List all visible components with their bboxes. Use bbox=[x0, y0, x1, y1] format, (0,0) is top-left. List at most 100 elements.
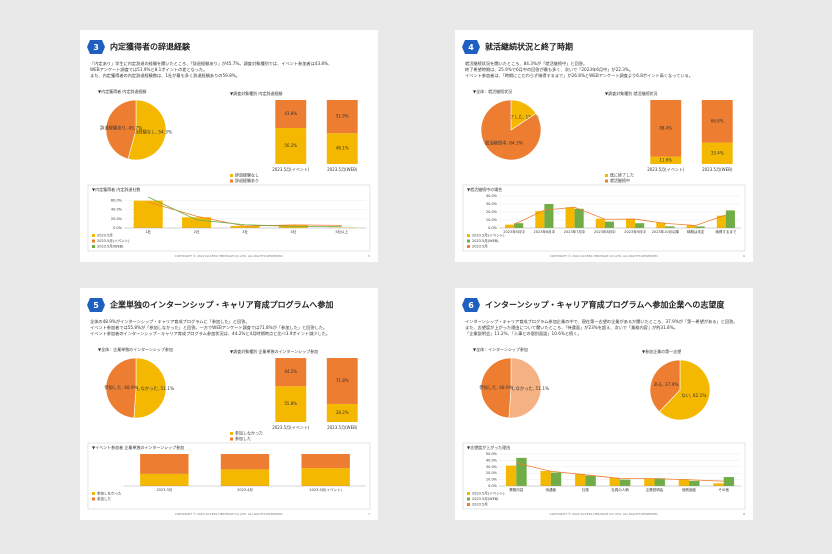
body-text: イベント参加者では55.8%が「参加しなかった」と回答。一方でWEBアンケート調… bbox=[90, 324, 327, 331]
stack-bar bbox=[650, 156, 682, 164]
slide-title: 企業単独のインターンシップ・キャリア育成プログラムへ参加 bbox=[109, 300, 333, 310]
pie-label: ない, 62.1% bbox=[681, 392, 706, 399]
legend-swatch bbox=[467, 497, 470, 501]
bar bbox=[575, 474, 586, 486]
pie-label: ある, 37.9% bbox=[654, 382, 679, 388]
y-tick-label: 20.0% bbox=[486, 210, 498, 214]
bar bbox=[505, 224, 515, 228]
bar bbox=[140, 454, 189, 474]
legend-label: 参加しなかった bbox=[97, 491, 122, 496]
legend-swatch bbox=[92, 239, 95, 243]
legend-swatch bbox=[230, 432, 233, 435]
category-label: 2023.5月(WEB) bbox=[327, 425, 358, 430]
slide: 3 内定獲得者の辞退経験「内定あり」学生に内定辞退の経験を聞いたところ、「辞退経験… bbox=[80, 30, 378, 262]
y-tick-label: 10.0% bbox=[486, 218, 498, 222]
bar bbox=[574, 208, 584, 228]
bar bbox=[514, 223, 524, 228]
bar bbox=[656, 222, 666, 228]
category-label: 2023年9月中 bbox=[624, 229, 646, 234]
stack-bar bbox=[326, 133, 358, 164]
pie-label: 辞退経験あり, 45.7% bbox=[100, 124, 142, 131]
bar-value-label: 55.8% bbox=[284, 401, 297, 406]
footer: COPYRIGHT © 2022 ACCESS HERITAGE CO.,LTD… bbox=[550, 254, 659, 258]
body-text: 就活継続状況を聞いたところ、84.3%が「就活継続中」と回答。 bbox=[465, 60, 587, 67]
bar bbox=[716, 215, 726, 228]
pie-slice bbox=[480, 357, 512, 419]
slide-title: 内定獲得者の辞退経験 bbox=[110, 42, 191, 52]
category-label: 2社 bbox=[194, 229, 200, 234]
y-tick-label: 50.0% bbox=[486, 452, 498, 456]
slide-number: 4 bbox=[468, 43, 474, 52]
pie-slice bbox=[508, 357, 542, 419]
pie-caption: ▼全体：企業単独のインターンシップ参加 bbox=[98, 346, 173, 352]
category-label: 2023年6月中 bbox=[534, 229, 556, 234]
bar bbox=[220, 469, 270, 486]
category-label: 3社 bbox=[242, 229, 248, 234]
chart-caption: ▼イベント参加者 企業単独のインターンシップ参加 bbox=[92, 444, 184, 450]
category-label: 社風 bbox=[582, 487, 590, 492]
category-label: 2023年7月中 bbox=[564, 229, 586, 234]
legend-swatch bbox=[467, 492, 470, 495]
legend-swatch bbox=[92, 497, 95, 501]
category-label: 4社 bbox=[291, 229, 297, 234]
bar bbox=[654, 478, 665, 486]
bar bbox=[182, 217, 212, 228]
legend-label: 就活継続中 bbox=[610, 177, 630, 183]
chart-caption: ▼内定獲得者 内定辞退社数 bbox=[92, 186, 140, 192]
pie-label: 参加した, 48.9% bbox=[104, 384, 138, 391]
pie-label: 参加した, 48.9% bbox=[479, 384, 513, 391]
pie-caption: ▼参加企業の第一志望 bbox=[642, 348, 681, 354]
legend-label: 2023.5月(WEB) bbox=[97, 244, 124, 249]
bar bbox=[585, 475, 596, 486]
stack-caption: ▼調査対象種別 内定辞退経験 bbox=[230, 90, 282, 96]
bar bbox=[725, 210, 735, 228]
bar bbox=[713, 483, 724, 486]
body-text: イベント参加者は、「時期にこだわらず納得するまで」が26.8%とWEBアンケート… bbox=[465, 72, 693, 79]
line-series bbox=[148, 196, 342, 227]
bar bbox=[535, 211, 545, 228]
category-label: 2023.5月(イベント) bbox=[272, 425, 310, 430]
body-text: また、内定獲得者の内定辞退経験数は、1社が最も多く辞退経験ありの59.8%。 bbox=[90, 72, 240, 79]
legend-label: 2023.5月 bbox=[472, 244, 488, 249]
legend-label: 2023.5月 bbox=[97, 233, 113, 238]
pie-label: 参加しなかった, 51.1% bbox=[128, 385, 174, 392]
category-label: 業務内容 bbox=[509, 487, 523, 492]
legend-swatch bbox=[605, 174, 608, 177]
slide: 6 インターンシップ・キャリア育成プログラムへ参加企業への志望度インターンシップ・… bbox=[455, 288, 753, 520]
legend-label: 2023.5月 bbox=[472, 502, 488, 507]
body-text: また、志望度が上がった理由について聞いたところ、「待遇面」が23%を超え、次いで… bbox=[465, 324, 678, 331]
y-tick-label: 60.0% bbox=[111, 199, 123, 203]
bar bbox=[644, 478, 655, 486]
pie-slice bbox=[133, 357, 167, 419]
body-text: 全体の48.9%がインターンシップ・キャリア育成プログラムに「参加した」と回答。 bbox=[90, 318, 250, 325]
category-label: 2023年5月中 bbox=[503, 229, 525, 234]
category-label: 2023年8月中 bbox=[594, 229, 616, 234]
category-label: 2023.4月 bbox=[237, 487, 253, 492]
legend-label: 2023.5月(WEB) bbox=[472, 496, 499, 501]
chart-frame bbox=[462, 184, 746, 252]
pie-slice bbox=[105, 357, 137, 419]
chart-frame bbox=[87, 184, 371, 252]
stack-bar bbox=[701, 142, 733, 164]
page-number: 6 bbox=[743, 254, 745, 258]
body-text: イベント参加者のインターンシップ・キャリア育成プログラム参加状況は、44.2%と… bbox=[90, 330, 330, 337]
stack-bar bbox=[326, 100, 358, 134]
category-label: 1社 bbox=[145, 229, 151, 234]
legend-label: 既に終了した bbox=[610, 172, 634, 178]
y-tick-label: 40.0% bbox=[486, 194, 498, 198]
bar bbox=[626, 218, 636, 228]
footer: COPYRIGHT © 2022 ACCESS HERITAGE CO.,LTD… bbox=[550, 512, 659, 516]
pie-slice bbox=[105, 99, 137, 160]
bar bbox=[540, 471, 551, 486]
number-icon bbox=[87, 298, 105, 312]
pie-slice bbox=[658, 359, 711, 421]
bar-value-label: 44.2% bbox=[284, 369, 297, 374]
bar bbox=[689, 480, 700, 486]
category-label: 5社以上 bbox=[335, 229, 348, 234]
category-label: 納得するまで bbox=[715, 229, 736, 234]
category-label: 2023.5月(WEB) bbox=[327, 167, 358, 172]
bar-value-label: 51.9% bbox=[336, 114, 349, 119]
category-label: 時期は未定 bbox=[687, 229, 705, 234]
number-icon bbox=[462, 298, 480, 312]
stack-bar bbox=[275, 358, 307, 387]
